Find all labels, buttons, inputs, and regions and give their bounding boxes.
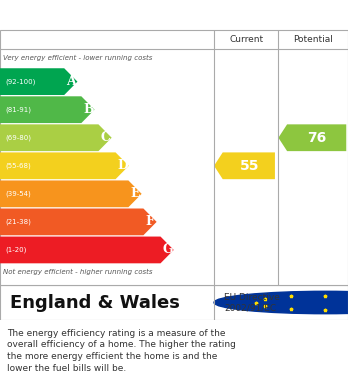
Text: G: G — [162, 244, 173, 256]
Text: 76: 76 — [307, 131, 326, 145]
Text: Energy Efficiency Rating: Energy Efficiency Rating — [10, 7, 220, 23]
Text: England & Wales: England & Wales — [10, 294, 180, 312]
Text: Current: Current — [229, 35, 263, 44]
Text: (21-38): (21-38) — [5, 219, 31, 225]
Polygon shape — [0, 96, 95, 123]
Text: C: C — [101, 131, 110, 144]
Polygon shape — [0, 124, 112, 151]
Text: (92-100): (92-100) — [5, 78, 35, 85]
Text: EU Directive
2002/91/EC: EU Directive 2002/91/EC — [224, 293, 280, 312]
Text: (39-54): (39-54) — [5, 190, 31, 197]
Polygon shape — [214, 152, 275, 179]
Polygon shape — [278, 124, 346, 151]
Text: (81-91): (81-91) — [5, 106, 31, 113]
Text: F: F — [146, 215, 155, 228]
Polygon shape — [0, 152, 129, 179]
Polygon shape — [0, 208, 157, 235]
Text: The energy efficiency rating is a measure of the
overall efficiency of a home. T: The energy efficiency rating is a measur… — [7, 328, 236, 373]
Text: Not energy efficient - higher running costs: Not energy efficient - higher running co… — [3, 269, 153, 275]
Polygon shape — [0, 181, 142, 207]
Text: Very energy efficient - lower running costs: Very energy efficient - lower running co… — [3, 55, 153, 61]
Text: B: B — [83, 103, 94, 116]
Text: (55-68): (55-68) — [5, 163, 31, 169]
Text: 55: 55 — [240, 159, 260, 173]
Text: (69-80): (69-80) — [5, 135, 31, 141]
Circle shape — [214, 291, 348, 314]
Polygon shape — [0, 68, 77, 95]
Text: A: A — [66, 75, 76, 88]
Text: E: E — [130, 187, 140, 200]
Text: (1-20): (1-20) — [5, 247, 26, 253]
Text: D: D — [117, 159, 128, 172]
Text: Potential: Potential — [293, 35, 333, 44]
Polygon shape — [0, 237, 174, 263]
